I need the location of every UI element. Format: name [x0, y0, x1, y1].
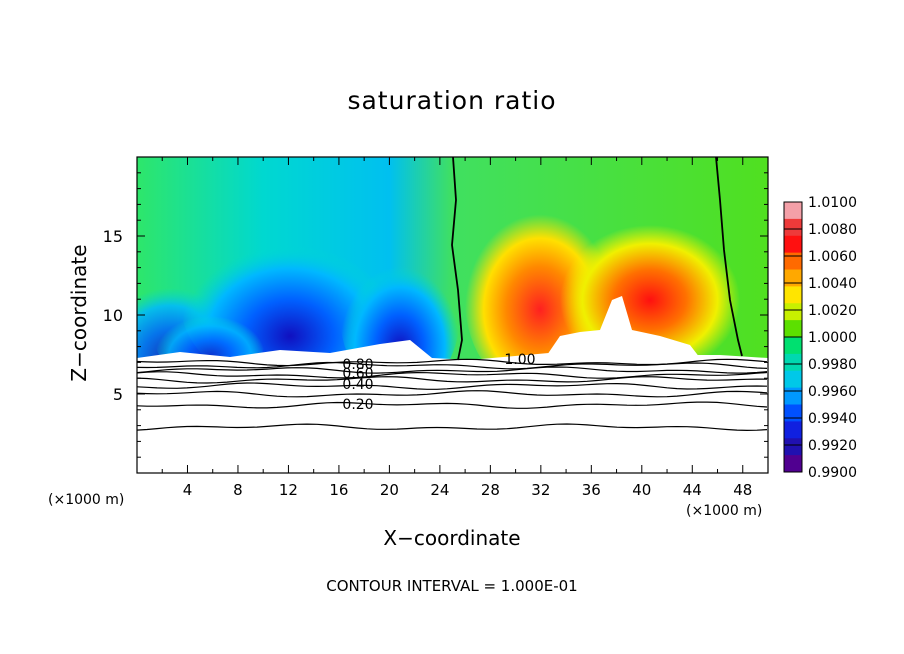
colorbar-swatch — [784, 202, 802, 220]
contour-label: 1.00 — [504, 352, 535, 368]
x-tick-label: 28 — [481, 481, 500, 499]
x-tick-label: 24 — [430, 481, 449, 499]
x-tick-label: 16 — [329, 481, 348, 499]
colorbar-swatch — [784, 269, 802, 287]
contour-line — [137, 371, 768, 379]
contour-label: 0.40 — [342, 377, 373, 393]
colorbar-swatch — [784, 320, 802, 338]
contour-one-right — [715, 157, 743, 357]
contour-labels: 0.800.600.40 0.20 1.00 — [342, 352, 535, 413]
contour-line — [137, 401, 768, 409]
contour-line — [137, 361, 768, 370]
colorbar-tick-label: 0.9960 — [808, 384, 857, 400]
contour-label: 0.20 — [342, 397, 373, 413]
colorbar-tick-label: 1.0080 — [808, 222, 857, 238]
x-axis: 4 8 12 16 20 24 28 32 36 40 44 48 — [161, 157, 752, 499]
colorbar: 1.0100 1.0080 1.0060 1.0040 1.0020 1.0000 0.99… — [783, 195, 857, 481]
x-tick-label: 40 — [632, 481, 651, 499]
colorbar-tick-label: 1.0060 — [808, 249, 857, 265]
colorbar-swatch — [784, 455, 802, 473]
colorbar-swatch — [784, 404, 802, 422]
colorbar-swatch — [784, 387, 802, 406]
x-tick-label: 48 — [733, 481, 752, 499]
contour-one-left — [451, 157, 463, 361]
x-unit-label-right: (×1000 m) — [686, 503, 763, 519]
y-axis: 5 10 15 — [103, 172, 768, 458]
colorbar-swatch — [784, 370, 802, 389]
colorbar-tick-label: 1.0020 — [808, 303, 857, 319]
contour-line — [137, 423, 768, 432]
contour-label: 0.80 — [342, 357, 373, 373]
x-tick-label: 20 — [380, 481, 399, 499]
colorbar-tick-label: 1.0100 — [808, 195, 857, 211]
x-axis-label: X−coordinate — [383, 526, 521, 550]
contour-line — [137, 382, 768, 390]
colorbar-swatch — [784, 421, 802, 439]
colorbar-swatch — [784, 303, 802, 321]
contour-label: 0.60 — [342, 366, 373, 382]
colorbar-swatch — [784, 235, 802, 254]
contour-lines — [137, 358, 768, 432]
chart-title: saturation ratio — [347, 86, 557, 115]
colorbar-swatch — [784, 252, 802, 271]
colorbar-swatch — [784, 438, 802, 456]
x-tick-label: 4 — [183, 481, 193, 499]
colorbar-swatch — [784, 218, 802, 237]
colorbar-swatch — [784, 337, 802, 355]
colorbar-tick-label: 0.9920 — [808, 438, 857, 454]
x-unit-label-left: (×1000 m) — [48, 492, 125, 508]
colorbar-tick-label: 0.9900 — [808, 465, 857, 481]
x-tick-label: 32 — [531, 481, 550, 499]
y-tick-label: 15 — [103, 227, 123, 246]
colorbar-swatch — [784, 353, 802, 372]
lower-layer — [137, 340, 768, 473]
x-tick-label: 12 — [279, 481, 298, 499]
x-tick-label: 8 — [233, 481, 243, 499]
contour-interval-note: CONTOUR INTERVAL = 1.000E-01 — [326, 577, 578, 595]
white-patch — [545, 296, 700, 358]
y-tick-label: 5 — [113, 385, 123, 404]
colorbar-swatch — [784, 286, 802, 304]
x-tick-label: 36 — [582, 481, 601, 499]
x-tick-label: 44 — [683, 481, 702, 499]
colorbar-tick-label: 0.9980 — [808, 357, 857, 373]
colorbar-tick-label: 1.0000 — [808, 330, 857, 346]
y-tick-label: 10 — [103, 306, 123, 325]
colorbar-tick-label: 0.9940 — [808, 411, 857, 427]
saturation-field — [137, 157, 768, 473]
contour-line — [137, 366, 768, 374]
contour-line — [137, 390, 768, 398]
colorbar-tick-label: 1.0040 — [808, 276, 857, 292]
contour-line — [137, 376, 768, 384]
y-axis-label: Z−coordinate — [67, 244, 91, 382]
